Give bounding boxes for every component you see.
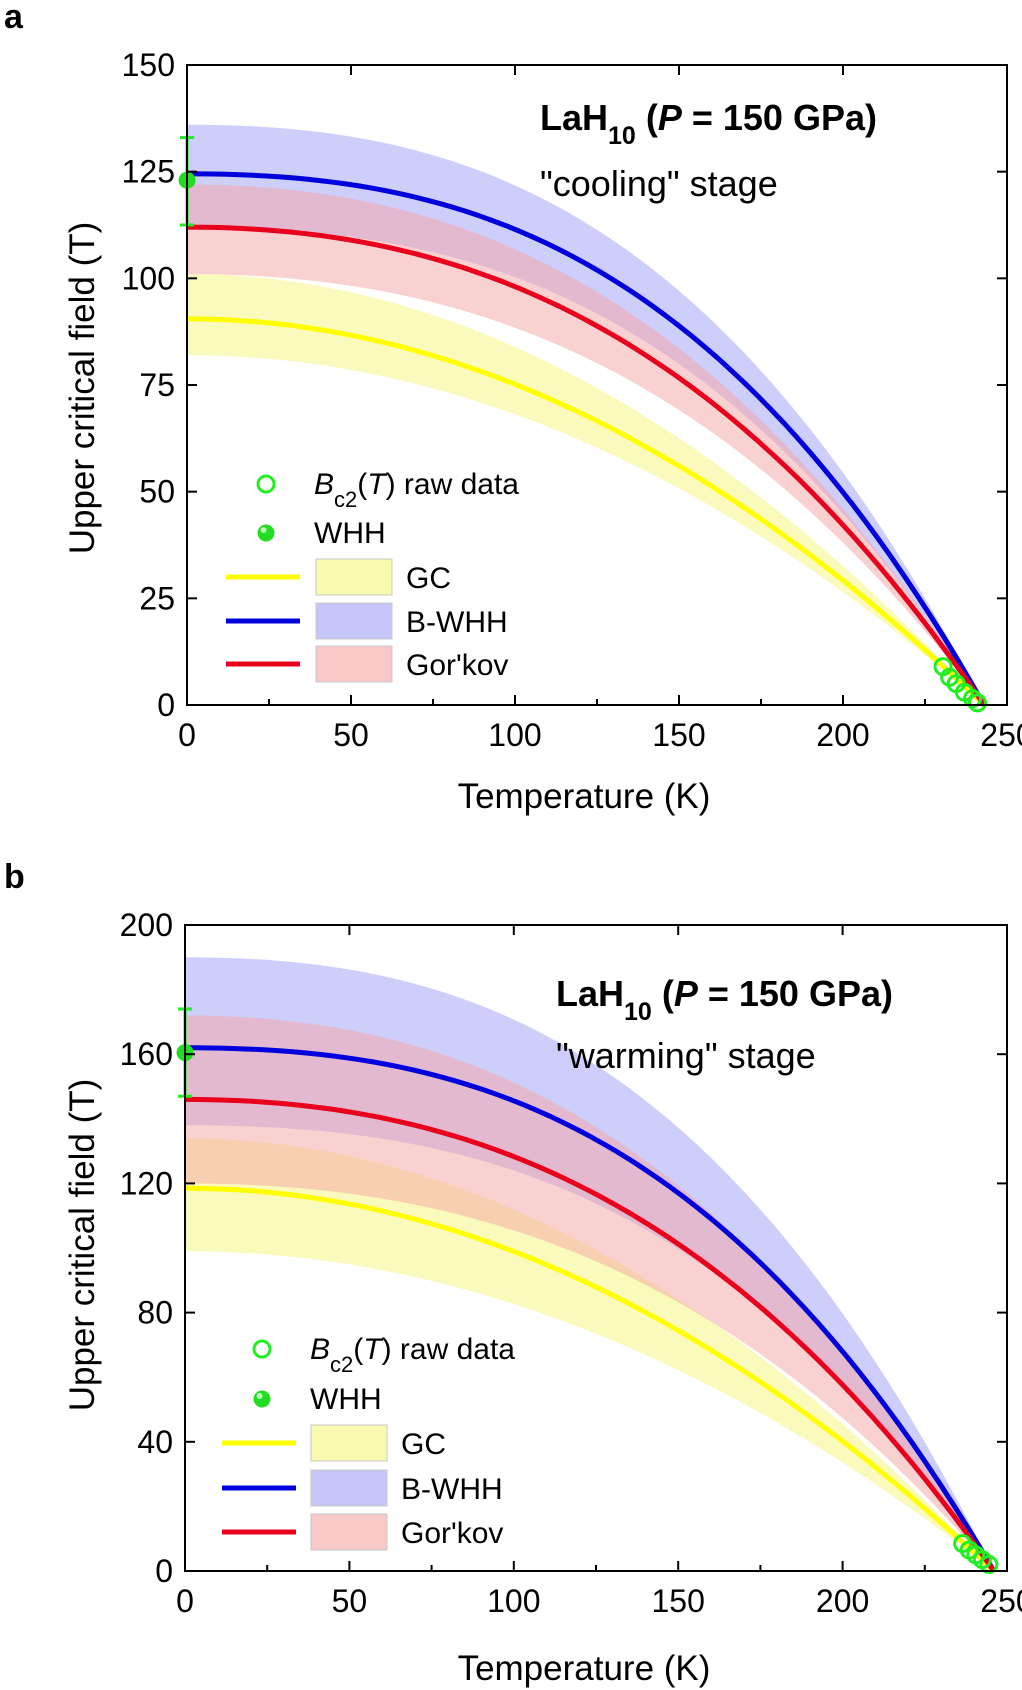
band-gor-kov	[185, 1015, 994, 1571]
y-tick-label: 160	[120, 1036, 173, 1072]
panel-b-letter: b	[4, 858, 25, 896]
y-tick-label: 0	[155, 1553, 173, 1589]
legend-swatch-b-whh	[315, 602, 393, 640]
y-tick-label: 125	[122, 154, 175, 190]
legend-whh-label: WHH	[314, 517, 386, 550]
legend-label-gor-kov: Gor'kov	[406, 649, 508, 682]
line-gc	[186, 316, 986, 707]
legend-raw-data-label: Bc2(T) raw data	[310, 1333, 515, 1377]
legend-raw-data-marker	[256, 474, 276, 494]
band-gc	[185, 1138, 994, 1571]
panel-b-stage-label: "warming" stage	[556, 1035, 816, 1076]
x-tick-label: 0	[176, 1583, 194, 1619]
y-tick-label: 40	[137, 1424, 173, 1460]
line-gc	[184, 1185, 996, 1573]
x-tick-label: 200	[816, 717, 869, 753]
raw-data-point	[967, 693, 987, 713]
x-tick-label: 50	[332, 1583, 368, 1619]
raw-data-point	[963, 689, 983, 709]
legend-label-gc: GC	[406, 562, 451, 595]
y-tick-label: 80	[137, 1295, 173, 1331]
y-tick-label: 200	[120, 907, 173, 943]
legend-raw-data-label: Bc2(T) raw data	[314, 468, 519, 512]
legend-swatch-gor-kov	[315, 645, 393, 683]
panel-a-y-axis-label: Upper critical field (T)	[63, 222, 102, 555]
x-tick-label: 150	[652, 717, 705, 753]
legend-whh-marker-highlight	[256, 1393, 263, 1399]
panel-b-legend-series: GC B-WHH Gor'kov	[222, 1424, 503, 1551]
legend-swatch-gc	[315, 558, 393, 596]
y-tick-label: 0	[157, 687, 175, 723]
band-gc	[187, 274, 984, 705]
legend-whh-marker	[257, 524, 275, 542]
line-gor-kov	[186, 224, 987, 707]
legend-label-b-whh: B-WHH	[401, 1473, 503, 1506]
panel-a-stage-label: "cooling" stage	[540, 163, 778, 204]
panel-a-plot-area: 0 50 100 150 200 250 0 25 50 75 100 125 150	[122, 47, 1022, 753]
legend-whh-label: WHH	[310, 1383, 382, 1416]
x-tick-label: 50	[333, 717, 369, 753]
legend-swatch-gor-kov	[310, 1513, 388, 1551]
panel-a-x-axis-label: Temperature (K)	[458, 777, 711, 816]
raw-data-point	[979, 1555, 999, 1575]
x-tick-label: 150	[652, 1583, 705, 1619]
legend-whh-marker	[253, 1390, 271, 1408]
panel-b: b 0 50 100 150 200 250 0 40 80 120 160 200 Temperat…	[4, 858, 1022, 1688]
x-tick-label: 250	[980, 1583, 1022, 1619]
x-tick-label: 200	[816, 1583, 869, 1619]
panel-b-legend: Bc2(T) raw data WHH GC B-WHH Gor'kov	[222, 1333, 515, 1551]
x-tick-label: 0	[178, 717, 196, 753]
line-b-whh	[186, 171, 987, 707]
panel-b-compound-label: LaH10 (P = 150 GPa)	[556, 973, 893, 1026]
legend-label-b-whh: B-WHH	[406, 606, 508, 639]
x-tick-label: 100	[488, 717, 541, 753]
y-tick-label: 25	[139, 580, 175, 616]
panel-b-x-axis-label: Temperature (K)	[458, 1649, 711, 1688]
panel-a-letter: a	[4, 0, 24, 36]
legend-label-gor-kov: Gor'kov	[401, 1517, 503, 1550]
panel-b-y-axis-label: Upper critical field (T)	[63, 1079, 102, 1412]
legend-swatch-b-whh	[310, 1469, 388, 1507]
y-tick-label: 75	[139, 367, 175, 403]
legend-swatch-gc	[310, 1424, 388, 1462]
legend-label-gc: GC	[401, 1428, 446, 1461]
y-tick-label: 120	[120, 1165, 173, 1201]
legend-raw-data-marker	[252, 1339, 272, 1359]
panel-b-plot-area: 0 50 100 150 200 250 0 40 80 120 160 200	[120, 907, 1022, 1619]
y-tick-label: 100	[122, 260, 175, 296]
legend-whh-marker-highlight	[260, 527, 267, 533]
panel-a-legend-series: GC B-WHH Gor'kov	[226, 558, 508, 683]
panel-a-compound-label: LaH10 (P = 150 GPa)	[540, 97, 877, 150]
y-tick-label: 50	[139, 474, 175, 510]
band-gor-kov	[187, 184, 984, 705]
line-b-whh	[184, 1045, 996, 1573]
line-gor-kov	[184, 1096, 996, 1573]
x-tick-label: 100	[487, 1583, 540, 1619]
x-tick-label: 250	[980, 717, 1022, 753]
panel-a-legend: Bc2(T) raw data WHH GC B-WHH Gor'kov	[226, 468, 519, 683]
y-tick-label: 150	[122, 47, 175, 83]
panel-a: a 0 50 100 150 200 250 0 25 50 75 100 125 150 Temper…	[4, 0, 1022, 816]
band-b-whh	[187, 124, 984, 705]
